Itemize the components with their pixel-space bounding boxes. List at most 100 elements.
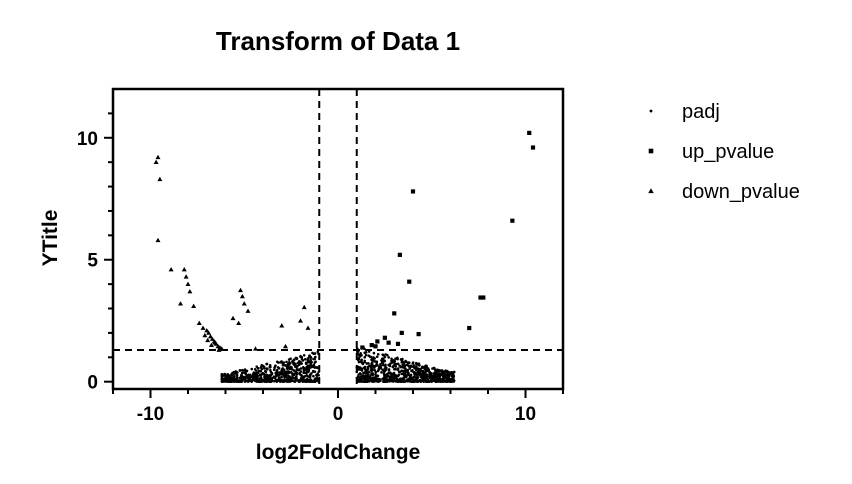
data-point [375, 378, 378, 382]
data-point [413, 371, 417, 375]
legend-item-up-pvalue: up_pvalue [648, 141, 774, 163]
data-point [235, 373, 239, 377]
data-point [279, 323, 285, 328]
data-point [204, 327, 210, 333]
data-point [240, 375, 244, 379]
plot-area: -10 0 10 0 5 10 [77, 87, 565, 425]
data-point [393, 359, 397, 363]
data-point [288, 371, 291, 375]
x-axis-label: log2FoldChange [256, 441, 421, 464]
data-point [305, 374, 308, 377]
data-point [373, 368, 376, 372]
data-point [384, 363, 387, 367]
data-point [392, 311, 397, 316]
data-point [240, 380, 243, 383]
data-point [376, 363, 379, 367]
data-point [420, 370, 423, 373]
data-point [223, 377, 227, 381]
data-point [285, 380, 288, 383]
data-point [441, 374, 445, 378]
data-point [307, 375, 310, 378]
data-point [275, 369, 279, 373]
data-point [397, 252, 402, 257]
data-point [368, 364, 371, 368]
y-axis-label: YTitle [39, 210, 62, 267]
data-point [285, 360, 288, 364]
data-point [255, 377, 258, 381]
data-point [396, 356, 399, 360]
data-point [415, 365, 418, 368]
data-point [302, 354, 306, 357]
data-point [378, 379, 382, 383]
data-point [395, 378, 399, 382]
data-point [407, 279, 412, 284]
data-point [246, 375, 249, 378]
data-point [451, 371, 455, 375]
data-point [381, 368, 384, 372]
data-point [294, 362, 297, 366]
data-point [196, 320, 202, 326]
data-point [450, 379, 454, 383]
data-point [434, 379, 437, 383]
y-tick-label: 10 [77, 129, 98, 150]
data-point [405, 363, 408, 367]
data-point [239, 293, 245, 299]
data-point [308, 366, 312, 369]
data-point [380, 370, 383, 374]
data-point [268, 366, 272, 369]
data-point [292, 380, 296, 383]
data-point [510, 218, 515, 223]
data-point [439, 372, 443, 376]
data-point [280, 361, 284, 364]
data-point [387, 369, 391, 372]
data-point [289, 380, 292, 383]
data-point [208, 334, 213, 339]
data-point [414, 376, 418, 379]
legend-marker [648, 188, 654, 194]
data-point [288, 362, 292, 365]
data-point [421, 379, 424, 382]
data-point [310, 380, 314, 383]
data-point [282, 380, 286, 383]
data-point [269, 368, 272, 372]
data-point [272, 368, 276, 372]
data-point [446, 370, 450, 374]
data-point [264, 370, 268, 373]
data-point [359, 351, 362, 355]
data-point [363, 367, 367, 371]
data-point [427, 380, 430, 383]
data-point [245, 308, 251, 313]
data-point [425, 369, 428, 372]
data-point [246, 380, 250, 383]
data-point [401, 372, 405, 376]
data-point [302, 367, 306, 371]
data-point [365, 374, 369, 378]
data-point [381, 353, 385, 356]
data-point [279, 371, 283, 375]
data-point [309, 364, 313, 367]
data-point [302, 376, 305, 379]
data-point [292, 369, 296, 372]
data-point [357, 380, 361, 383]
data-point [187, 288, 193, 294]
legend-item-padj: padj [649, 101, 720, 123]
data-point [303, 357, 307, 361]
data-point [265, 362, 268, 366]
data-point [390, 357, 393, 361]
data-point [292, 373, 295, 376]
data-point [259, 376, 262, 380]
data-point [416, 332, 421, 337]
data-point [375, 361, 378, 364]
data-point [358, 372, 362, 375]
legend-item-down-pvalue: down_pvalue [648, 181, 800, 203]
data-point [295, 365, 299, 369]
data-point [248, 377, 252, 381]
data-point [276, 373, 279, 377]
data-point [410, 365, 414, 368]
data-point [389, 371, 392, 375]
data-point [363, 360, 366, 364]
data-point [416, 370, 420, 374]
data-point [396, 374, 400, 378]
data-point [371, 368, 374, 372]
